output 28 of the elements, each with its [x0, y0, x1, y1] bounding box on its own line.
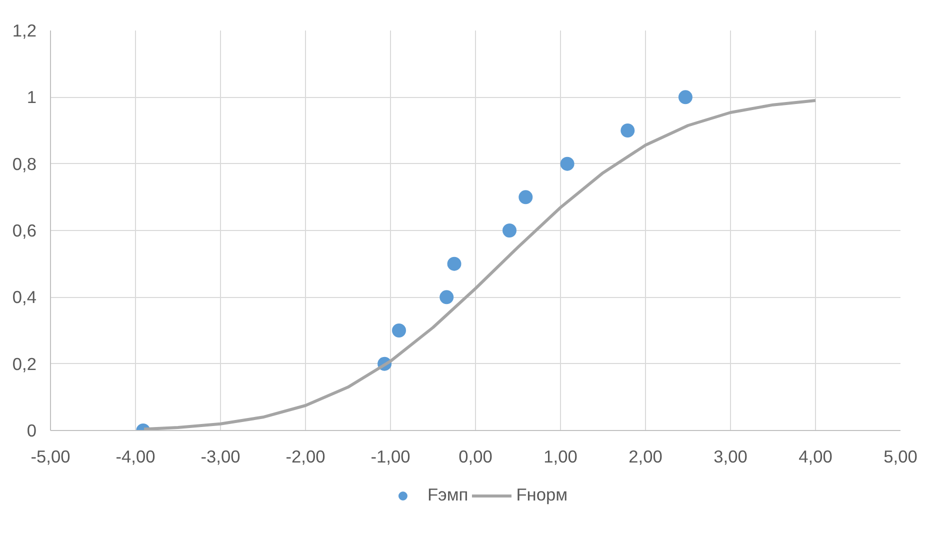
x-tick-label: 1,00 [544, 446, 578, 466]
y-tick-label: 0,2 [12, 354, 37, 374]
x-tick-label: -5,00 [30, 446, 70, 466]
x-tick-label: 2,00 [628, 446, 662, 466]
point [392, 324, 406, 338]
y-tick-label: 0,8 [12, 154, 37, 174]
point [502, 224, 516, 238]
legend-label: Fнорм [516, 484, 568, 506]
point [447, 256, 462, 271]
x-tick-label: 0,00 [458, 446, 492, 466]
x-tick-label: 4,00 [798, 446, 832, 466]
x-tick-label: -1,00 [370, 446, 410, 466]
point [560, 156, 574, 171]
y-tick-label: 1,2 [12, 20, 37, 40]
y-tick-label: 0,6 [12, 220, 37, 240]
y-tick-label: 0 [26, 420, 37, 440]
x-tick-label: 5,00 [884, 446, 918, 466]
point [518, 190, 533, 204]
y-tick-label: 1 [26, 87, 37, 108]
x-tick-label: 3,00 [714, 446, 748, 466]
x-tick-label: -4,00 [116, 446, 156, 466]
y-tick-label: 0,4 [12, 287, 37, 308]
x-tick-label: -3,00 [200, 446, 240, 466]
point [620, 124, 635, 138]
legend-label: Fэмп [427, 484, 468, 506]
x-tick-label: -2,00 [286, 446, 326, 466]
point [678, 90, 692, 104]
point [440, 290, 454, 304]
